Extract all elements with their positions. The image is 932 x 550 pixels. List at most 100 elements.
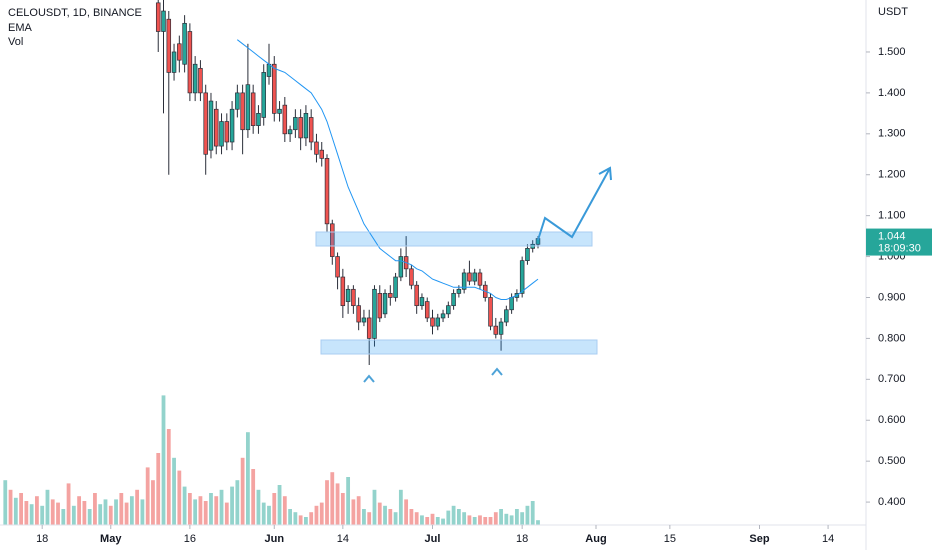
candle-body xyxy=(166,18,172,73)
candle-body xyxy=(398,256,404,278)
arrow-head xyxy=(598,166,612,181)
x-tick-label: 14 xyxy=(337,533,349,545)
volume-bar xyxy=(56,502,60,525)
candle-body xyxy=(419,297,425,307)
volume-bar xyxy=(356,496,361,525)
volume-bar xyxy=(224,502,229,525)
x-tick-label: Aug xyxy=(585,533,606,545)
countdown-label: 18:09:30 xyxy=(878,242,921,254)
volume-bar xyxy=(525,505,530,525)
candle-body xyxy=(504,309,509,323)
volume-bar xyxy=(298,515,303,525)
candle-body xyxy=(182,22,187,65)
last-price-box xyxy=(866,228,932,256)
volume-bar xyxy=(435,517,440,525)
candle-body xyxy=(256,112,261,126)
candle-body xyxy=(519,260,525,294)
candle-body xyxy=(277,108,282,114)
y-tick-label: 0.500 xyxy=(878,455,906,467)
candle-body xyxy=(303,112,309,139)
candle-body xyxy=(440,313,446,319)
volume-bar xyxy=(140,499,145,525)
volume-bar xyxy=(414,512,419,525)
volume-bar xyxy=(309,512,314,525)
candle-body xyxy=(198,67,203,94)
volume-bar xyxy=(478,515,482,525)
volume-bar xyxy=(3,480,8,525)
volume-bar xyxy=(441,518,445,525)
candle-body xyxy=(446,305,451,315)
volume-bar xyxy=(240,457,245,525)
axes: 1.5001.4001.3001.2001.1001.0000.9000.800… xyxy=(36,46,932,545)
volume-bar xyxy=(462,512,467,525)
volume-bar xyxy=(219,489,224,525)
x-tick-label: 14 xyxy=(822,533,834,545)
volume-bar xyxy=(530,501,535,525)
candle-body xyxy=(261,72,266,118)
candle-body xyxy=(430,317,435,327)
volume-bar xyxy=(514,509,519,525)
volume-bar xyxy=(66,483,71,525)
candle-body xyxy=(461,272,467,290)
support-zone xyxy=(320,339,598,355)
volume-bar xyxy=(19,493,23,525)
volume-bar xyxy=(98,504,103,525)
volume-bar xyxy=(430,513,435,525)
candle-body xyxy=(308,117,314,143)
candle-body xyxy=(177,43,182,61)
volume-bar xyxy=(82,501,87,525)
volume-bar xyxy=(304,517,308,525)
candle-body xyxy=(467,272,472,282)
x-tick-label: 18 xyxy=(516,533,528,545)
volume-bar xyxy=(446,510,451,525)
volume-bar xyxy=(87,509,92,525)
bottom-marker xyxy=(491,367,503,376)
volume-bar xyxy=(161,395,166,525)
volume-bar xyxy=(404,499,409,525)
candle-body xyxy=(224,121,230,143)
projection-arrow xyxy=(537,167,611,241)
resistance-zone xyxy=(315,231,593,247)
volume-bar xyxy=(499,509,503,525)
volume-bar xyxy=(346,477,351,525)
candle-body xyxy=(208,100,214,151)
candle-body xyxy=(340,276,346,307)
candle-body xyxy=(214,108,219,147)
candle-body xyxy=(171,51,177,73)
volume-bar xyxy=(203,501,208,525)
x-tick-label: Jun xyxy=(264,533,284,545)
volume-bar xyxy=(214,496,219,525)
volume-bar xyxy=(108,505,113,525)
candle-body xyxy=(424,301,430,319)
volume-bar xyxy=(187,493,192,525)
volume-bar xyxy=(124,502,129,525)
candle-body xyxy=(219,121,224,147)
bottom-marker xyxy=(363,374,375,383)
y-tick-label: 0.400 xyxy=(878,496,906,508)
x-tick-label: May xyxy=(100,533,122,545)
volume-bar xyxy=(272,493,277,525)
volume-bar xyxy=(235,480,240,525)
volume-bar xyxy=(8,489,13,525)
candle-body xyxy=(282,104,288,135)
indicator-label: Vol xyxy=(8,36,23,48)
candle-body xyxy=(351,288,356,307)
candle-body xyxy=(509,297,514,311)
symbol-title: CELOUSDT, 1D, BINANCE xyxy=(8,7,142,19)
candle-body xyxy=(488,297,493,327)
volume-bar xyxy=(114,499,118,525)
volume-bar xyxy=(177,470,182,525)
candle-body xyxy=(493,325,499,335)
candle-body xyxy=(372,288,377,339)
volume-bar xyxy=(288,509,292,525)
volume-bar xyxy=(198,496,203,525)
volume-bar xyxy=(156,453,161,525)
volume-bar xyxy=(172,457,176,525)
volume-bar xyxy=(377,502,382,525)
x-tick-label: 16 xyxy=(184,533,196,545)
candle-body xyxy=(451,293,456,307)
candle-body xyxy=(250,92,256,126)
volume-bar xyxy=(340,493,345,525)
y-tick-label: 1.300 xyxy=(878,128,906,140)
